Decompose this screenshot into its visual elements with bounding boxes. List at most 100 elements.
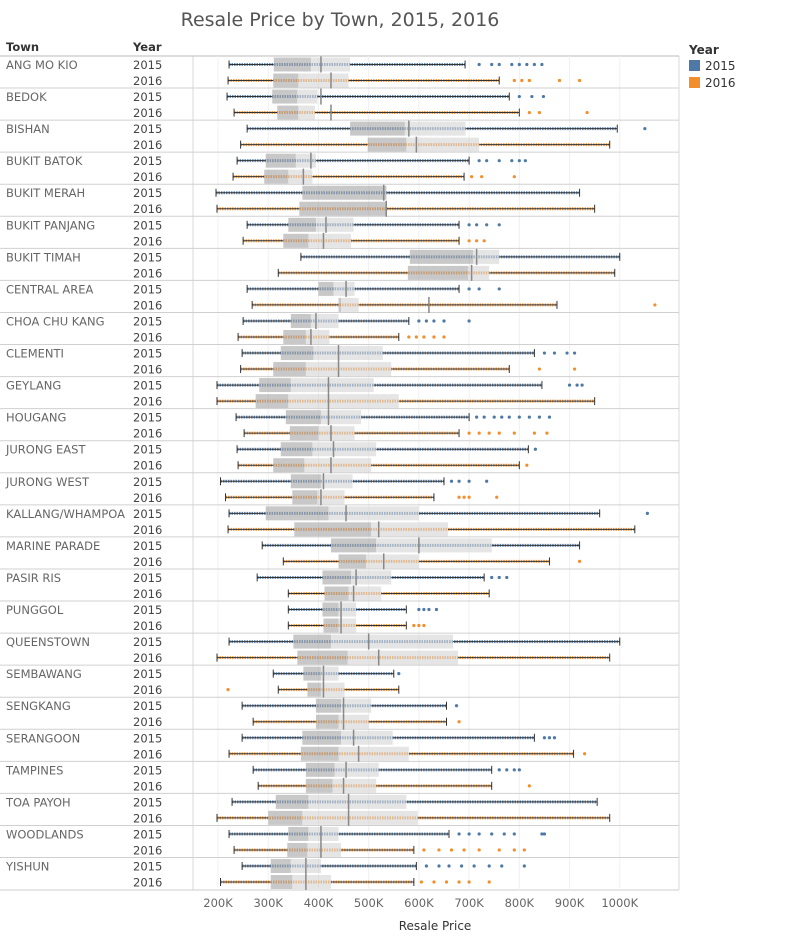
boxplot-clementi-2016[interactable] — [240, 361, 577, 378]
box-lower-half — [270, 875, 293, 889]
legend: Year 2015 2016 — [688, 43, 736, 90]
boxplot-ang-mo-kio-2015[interactable] — [228, 56, 544, 73]
legend-swatch-2016[interactable] — [689, 77, 700, 88]
boxplot-punggol-2016[interactable] — [287, 617, 426, 634]
boxplot-sembawang-2016[interactable] — [226, 681, 400, 698]
outlier-point — [572, 367, 577, 371]
boxplot-hougang-2016[interactable] — [243, 425, 549, 442]
boxplot-bukit-merah-2016[interactable] — [216, 200, 596, 217]
outlier-point — [497, 431, 501, 435]
outlier-point — [512, 431, 516, 435]
legend-title: Year — [688, 43, 719, 57]
outlier-point — [487, 864, 491, 868]
boxplot-sembawang-2015[interactable] — [272, 665, 401, 682]
boxplot-serangoon-2016[interactable] — [228, 745, 587, 762]
outlier-point — [530, 94, 534, 99]
year-label: 2015 — [133, 731, 162, 745]
box-upper-half — [404, 121, 466, 136]
box-upper-half — [320, 666, 339, 681]
boxplot-woodlands-2015[interactable] — [228, 825, 547, 842]
town-label: HOUGANG — [6, 411, 66, 425]
boxplot-bedok-2016[interactable] — [233, 104, 589, 121]
boxplot-bukit-timah-2016[interactable] — [277, 264, 616, 281]
boxplot-serangoon-2015[interactable] — [241, 729, 557, 746]
boxplot-bukit-batok-2016[interactable] — [232, 168, 516, 185]
boxplot-bukit-batok-2015[interactable] — [236, 152, 527, 169]
year-label: 2016 — [133, 459, 162, 473]
year-label: 2016 — [133, 651, 162, 665]
box-lower-half — [288, 826, 309, 841]
boxplot-jurong-east-2016[interactable] — [237, 457, 529, 474]
boxplot-queenstown-2016[interactable] — [216, 649, 611, 666]
legend-item-2015[interactable]: 2015 — [705, 59, 736, 73]
boxplot-marine-parade-2015[interactable] — [261, 537, 581, 554]
outlier-point — [527, 110, 531, 115]
box-lower-half — [275, 794, 309, 809]
box-lower-half — [289, 426, 319, 441]
boxplot-hougang-2015[interactable] — [235, 409, 552, 426]
outlier-point — [475, 223, 479, 227]
boxplot-jurong-west-2015[interactable] — [220, 473, 489, 490]
outlier-point — [512, 848, 516, 852]
boxplot-sengkang-2016[interactable] — [252, 713, 461, 730]
legend-item-2016[interactable]: 2016 — [705, 76, 736, 90]
box-lower-half — [265, 506, 329, 521]
outlier-point — [422, 335, 426, 339]
outlier-point — [442, 335, 446, 339]
box-lower-half — [277, 105, 299, 120]
boxplot-pasir-ris-2016[interactable] — [287, 585, 490, 602]
boxplot-toa-payoh-2016[interactable] — [216, 809, 611, 826]
boxplot-woodlands-2016[interactable] — [233, 841, 526, 858]
boxplot-pasir-ris-2015[interactable] — [256, 569, 509, 586]
box-lower-half — [318, 281, 334, 296]
boxplot-queenstown-2015[interactable] — [228, 633, 621, 650]
boxplot-tampines-2016[interactable] — [257, 777, 531, 794]
boxplot-bukit-timah-2015[interactable] — [300, 248, 621, 265]
boxplot-geylang-2016[interactable] — [216, 393, 596, 410]
boxplot-bishan-2015[interactable] — [246, 120, 647, 137]
boxplot-jurong-east-2015[interactable] — [236, 441, 537, 458]
year-label: 2015 — [133, 218, 162, 232]
boxplot-bukit-panjang-2015[interactable] — [246, 216, 501, 233]
boxplot-ang-mo-kio-2016[interactable] — [227, 72, 582, 89]
legend-swatch-2015[interactable] — [689, 60, 700, 71]
boxplot-yishun-2015[interactable] — [241, 858, 526, 874]
box-upper-half — [312, 442, 377, 457]
outlier-point — [427, 607, 431, 612]
boxplot-central-area-2016[interactable] — [251, 296, 657, 313]
year-label: 2015 — [133, 122, 162, 136]
outlier-point — [542, 832, 547, 836]
boxplot-bukit-panjang-2016[interactable] — [242, 232, 486, 249]
boxplot-punggol-2015[interactable] — [287, 601, 439, 618]
box-upper-half — [328, 506, 419, 521]
boxplot-jurong-west-2016[interactable] — [225, 489, 499, 506]
year-label: 2016 — [133, 811, 162, 825]
box-upper-half — [318, 426, 355, 441]
boxplot-tampines-2015[interactable] — [252, 761, 521, 778]
boxplot-geylang-2015[interactable] — [216, 377, 584, 394]
boxplot-bishan-2016[interactable] — [240, 136, 611, 153]
outlier-point — [457, 880, 461, 884]
boxplot-clementi-2015[interactable] — [241, 345, 577, 362]
boxplot-toa-payoh-2015[interactable] — [231, 793, 598, 810]
outlier-point — [527, 784, 531, 788]
boxplot-sengkang-2015[interactable] — [241, 697, 459, 714]
outlier-point — [512, 832, 516, 836]
boxplot-yishun-2016[interactable] — [220, 874, 491, 890]
boxplot-kallang-whampoa-2015[interactable] — [228, 505, 649, 522]
year-label: 2015 — [133, 571, 162, 585]
boxplot-choa-chu-kang-2016[interactable] — [237, 328, 446, 345]
box-upper-half — [333, 281, 355, 296]
boxplot-bedok-2015[interactable] — [226, 88, 546, 105]
boxplot-marine-parade-2016[interactable] — [282, 553, 582, 570]
boxplot-choa-chu-kang-2015[interactable] — [242, 312, 471, 329]
boxplot-bukit-merah-2015[interactable] — [215, 184, 581, 201]
box-lower-half — [268, 810, 303, 825]
box-lower-half — [259, 378, 291, 393]
outlier-point — [434, 607, 439, 612]
boxplot-central-area-2015[interactable] — [246, 280, 501, 297]
box-lower-half — [303, 666, 321, 681]
box-upper-half — [334, 762, 379, 777]
boxplot-kallang-whampoa-2016[interactable] — [227, 521, 636, 538]
